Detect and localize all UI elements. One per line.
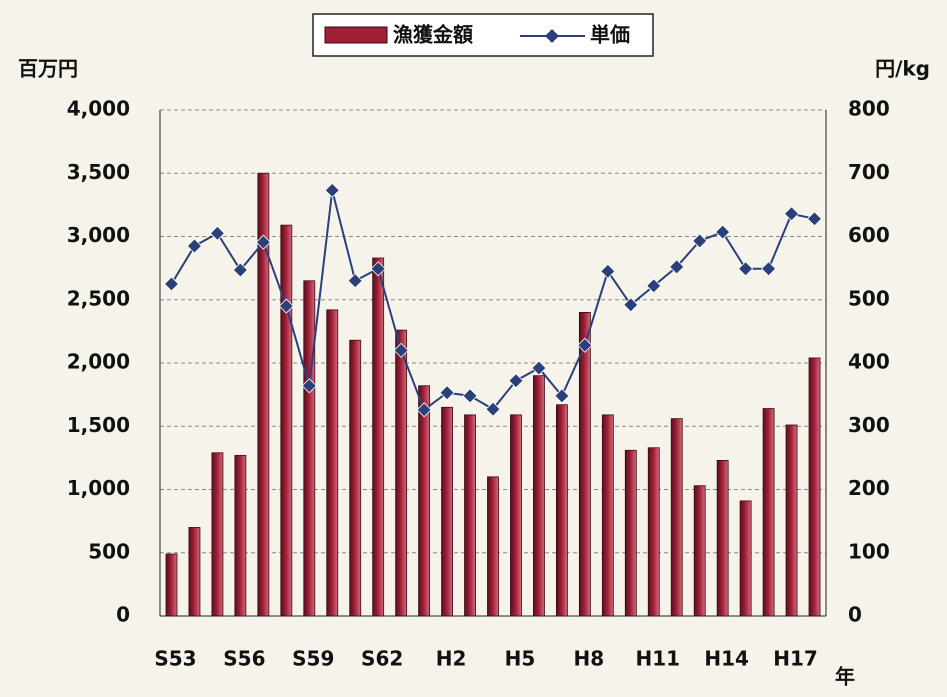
marker — [600, 263, 616, 279]
marker — [232, 262, 248, 278]
legend-marker — [545, 29, 559, 43]
bar — [487, 476, 499, 617]
bar — [280, 224, 293, 617]
x-tick-label: H2 — [436, 647, 467, 671]
marker — [324, 182, 340, 198]
marker — [347, 273, 363, 289]
y2-tick-label: 700 — [848, 160, 890, 184]
legend-swatch — [324, 26, 388, 44]
bar — [647, 447, 660, 617]
bar — [670, 418, 683, 617]
marker — [255, 234, 271, 250]
x-tick-label: H17 — [773, 647, 818, 671]
marker — [186, 238, 203, 254]
bar — [693, 485, 706, 617]
y-tick-label: 2,000 — [67, 350, 130, 374]
marker — [623, 297, 639, 313]
marker — [163, 276, 180, 292]
marker — [462, 388, 478, 404]
bar — [716, 460, 729, 617]
bar — [785, 424, 798, 617]
bar — [762, 408, 775, 617]
marker — [554, 388, 570, 404]
marker — [416, 402, 432, 418]
bar — [441, 406, 453, 617]
bar — [555, 404, 568, 617]
bar — [808, 357, 821, 617]
marker — [531, 360, 547, 376]
marker — [577, 337, 593, 353]
bar — [372, 257, 385, 617]
marker — [370, 261, 386, 277]
bar — [510, 414, 522, 617]
y2-tick-label: 300 — [848, 413, 890, 437]
bar — [211, 452, 224, 617]
marker — [439, 385, 455, 401]
bar — [188, 527, 201, 617]
marker — [301, 378, 317, 394]
marker — [646, 278, 662, 294]
x-tick-label: S53 — [154, 647, 196, 671]
bar — [418, 385, 431, 617]
legend-label: 漁獲金額 — [393, 23, 473, 47]
bar — [165, 553, 178, 617]
bar — [624, 449, 637, 617]
marker — [278, 298, 294, 314]
marker — [761, 261, 777, 277]
marker — [783, 206, 800, 222]
x-tick-label: S62 — [361, 647, 403, 671]
bar — [533, 375, 545, 617]
bar — [464, 414, 476, 617]
bar — [257, 172, 270, 617]
bar — [601, 414, 614, 617]
x-tick-label: S59 — [292, 647, 334, 671]
marker — [738, 261, 754, 277]
y-tick-label: 2,500 — [67, 286, 130, 310]
x-tick-label: H11 — [635, 647, 680, 671]
y-tick-label: 4,000 — [67, 97, 130, 121]
bar — [303, 280, 316, 617]
bar — [326, 309, 339, 617]
marker — [485, 401, 501, 417]
marker — [692, 233, 708, 249]
x-tick-label: H14 — [704, 647, 749, 671]
bar — [578, 311, 591, 617]
bar — [395, 329, 408, 617]
y2-tick-label: 800 — [848, 97, 890, 121]
y2-tick-label: 500 — [848, 286, 890, 310]
y2-axis-title: 円/kg — [875, 57, 930, 81]
y2-tick-label: 400 — [848, 350, 890, 374]
marker — [508, 373, 524, 389]
y-tick-label: 3,000 — [67, 223, 130, 247]
y-tick-label: 0 — [116, 603, 130, 627]
marker — [669, 259, 685, 275]
y-tick-label: 500 — [88, 539, 130, 563]
y-tick-label: 3,500 — [67, 160, 130, 184]
y2-tick-label: 100 — [848, 539, 890, 563]
y2-tick-label: 0 — [848, 603, 862, 627]
y-axis-title: 百万円 — [18, 57, 78, 81]
y-tick-label: 1,500 — [67, 413, 130, 437]
y-tick-label: 1,000 — [67, 476, 130, 500]
bar — [739, 500, 752, 617]
marker — [393, 342, 409, 358]
x-tick-label: H8 — [574, 647, 605, 671]
x-tick-label: H5 — [505, 647, 536, 671]
bar — [234, 454, 247, 617]
marker — [715, 224, 731, 240]
y2-tick-label: 600 — [848, 223, 890, 247]
bar — [349, 339, 362, 617]
marker — [209, 225, 225, 241]
x-tick-label: S56 — [223, 647, 265, 671]
y2-tick-label: 200 — [848, 476, 890, 500]
x-axis-title: 年 — [835, 665, 855, 689]
marker — [806, 211, 823, 227]
legend-label: 単価 — [590, 23, 630, 47]
